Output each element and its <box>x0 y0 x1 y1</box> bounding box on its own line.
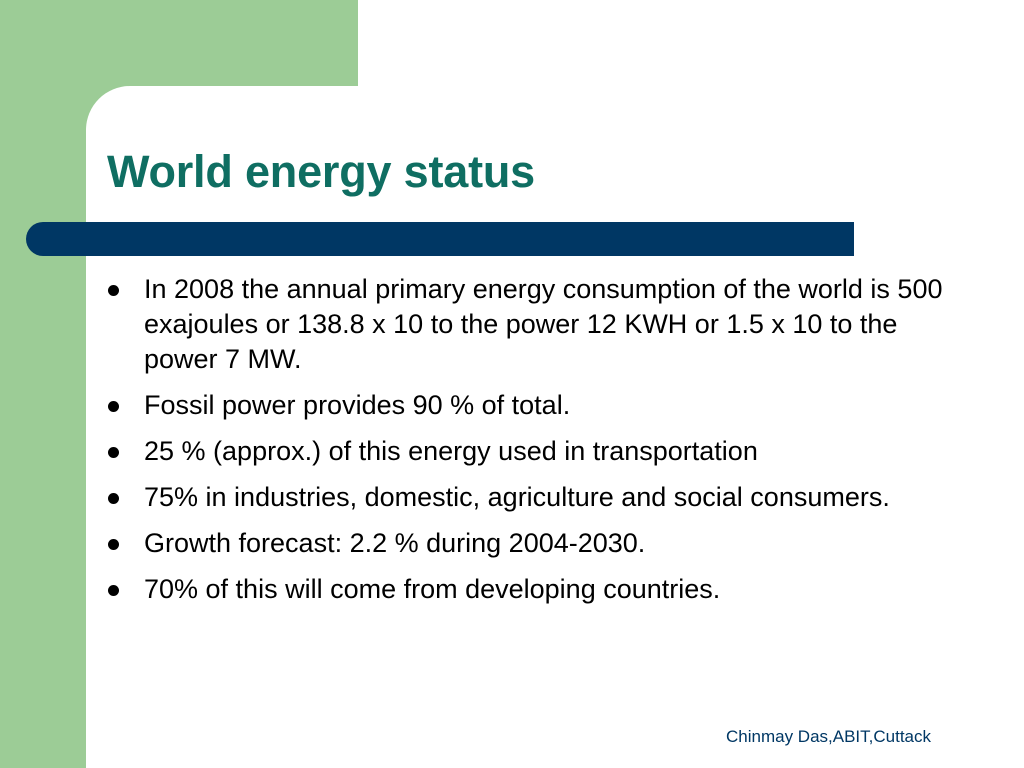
bullet-dot-icon <box>108 401 119 412</box>
bullet-item: 25 % (approx.) of this energy used in tr… <box>104 434 950 469</box>
bullet-dot-icon <box>108 285 119 296</box>
bullet-text: Growth forecast: 2.2 % during 2004-2030. <box>144 528 646 558</box>
bullet-item: 70% of this will come from developing co… <box>104 572 950 607</box>
bullet-item: Fossil power provides 90 % of total. <box>104 388 950 423</box>
bullet-dot-icon <box>108 539 119 550</box>
slide-title: World energy status <box>107 146 535 197</box>
bullet-text: Fossil power provides 90 % of total. <box>144 390 571 420</box>
bullet-dot-icon <box>108 585 119 596</box>
bullet-text: In 2008 the annual primary energy consum… <box>144 274 943 374</box>
bullet-text: 70% of this will come from developing co… <box>144 574 721 604</box>
bullet-dot-icon <box>108 447 119 458</box>
footer-author-label: Chinmay Das,ABIT,Cuttack <box>725 727 931 746</box>
bullet-item: Growth forecast: 2.2 % during 2004-2030. <box>104 526 950 561</box>
white-content-panel <box>86 86 1024 768</box>
bullet-item: In 2008 the annual primary energy consum… <box>104 272 950 377</box>
title-underline-bar <box>26 222 854 256</box>
bullet-dot-icon <box>108 493 119 504</box>
bullet-list: In 2008 the annual primary energy consum… <box>104 272 950 618</box>
bullet-text: 25 % (approx.) of this energy used in tr… <box>144 436 758 466</box>
bullet-item: 75% in industries, domestic, agriculture… <box>104 480 950 515</box>
bullet-text: 75% in industries, domestic, agriculture… <box>144 482 890 512</box>
